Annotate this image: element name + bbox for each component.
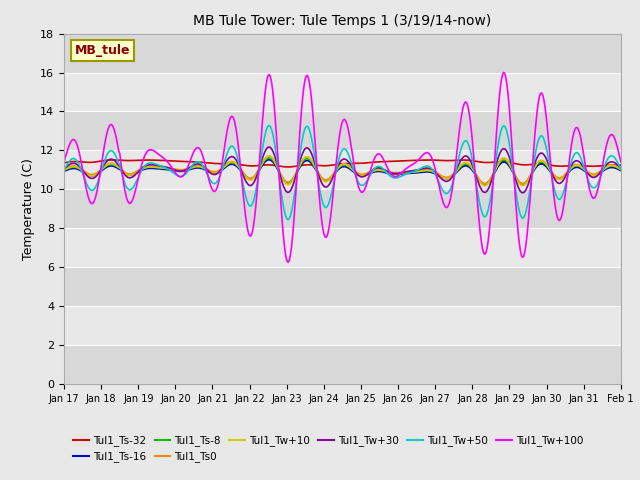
Title: MB Tule Tower: Tule Temps 1 (3/19/14-now): MB Tule Tower: Tule Temps 1 (3/19/14-now… (193, 14, 492, 28)
Y-axis label: Temperature (C): Temperature (C) (22, 158, 35, 260)
Bar (64, 189, 621, 228)
Bar (64, 34, 621, 72)
Bar (64, 306, 621, 345)
Bar (64, 72, 621, 111)
Bar (64, 111, 621, 150)
Text: MB_tule: MB_tule (75, 44, 131, 57)
Legend: Tul1_Ts-32, Tul1_Ts-16, Tul1_Ts-8, Tul1_Ts0, Tul1_Tw+10, Tul1_Tw+30, Tul1_Tw+50,: Tul1_Ts-32, Tul1_Ts-16, Tul1_Ts-8, Tul1_… (69, 431, 588, 467)
Bar (64, 228, 621, 267)
Bar (64, 267, 621, 306)
Bar (64, 150, 621, 189)
Bar (64, 345, 621, 384)
